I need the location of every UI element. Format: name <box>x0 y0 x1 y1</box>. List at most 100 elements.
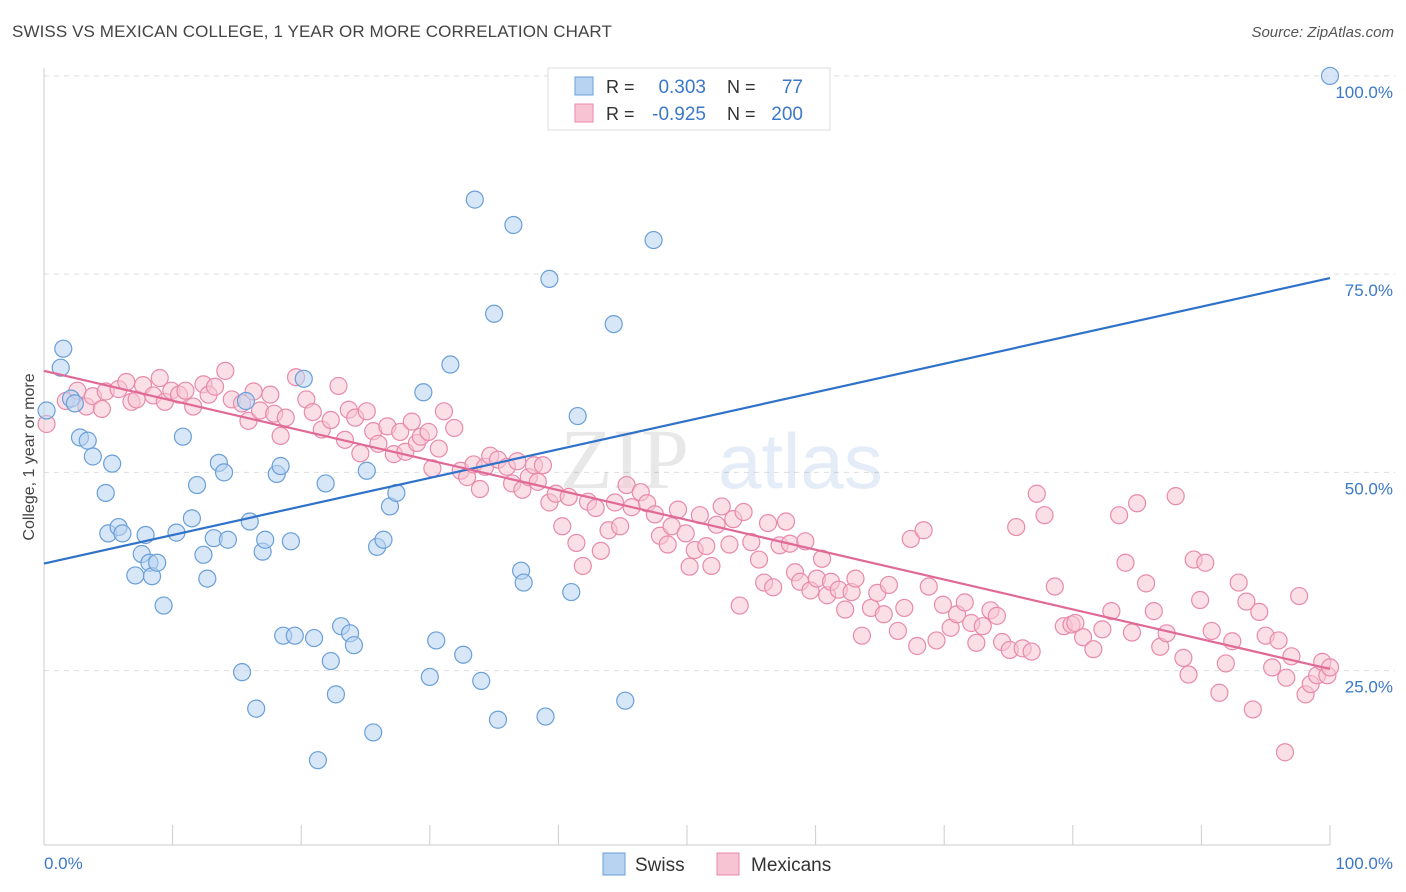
mexicans-point <box>1191 590 1210 610</box>
x-tick-label: 0.0% <box>44 854 83 873</box>
mexicans-point <box>1073 628 1093 647</box>
mexicans-point <box>1035 506 1054 525</box>
mexicans-point <box>1144 602 1163 621</box>
correlation-legend: R = 0.303 N = 77 R = -0.925 N = 200 <box>547 67 831 131</box>
legend-r-label-mexicans: R = <box>606 104 635 124</box>
swiss-point <box>65 394 84 413</box>
mexicans-point <box>914 521 933 540</box>
legend-n-label-swiss: N = <box>727 77 756 97</box>
mexicans-point <box>908 636 927 656</box>
mexicans-point <box>508 452 527 471</box>
mexicans-point <box>1174 648 1193 667</box>
swiss-point <box>326 685 346 704</box>
swiss-point <box>285 626 304 645</box>
swiss-point <box>247 699 266 718</box>
mexicans-point <box>303 403 322 422</box>
swiss-point <box>514 573 533 592</box>
swiss-point <box>504 215 523 235</box>
legend-n-label-mexicans: N = <box>727 104 756 124</box>
mexicans-point <box>1196 553 1215 572</box>
swiss-point <box>316 474 335 493</box>
x-tick-label: 100.0% <box>1335 854 1393 873</box>
swiss-point <box>126 566 145 585</box>
legend-swatch-mexicans <box>574 103 594 123</box>
mexicans-point <box>351 444 370 463</box>
mexicans-point <box>357 402 376 421</box>
mexicans-point <box>758 513 778 533</box>
swiss-point <box>321 651 340 671</box>
bottom-legend-label-mexicans: Mexicans <box>751 855 831 876</box>
mexicans-point <box>955 593 974 612</box>
mexicans-point <box>680 557 699 576</box>
mexicans-point <box>1066 613 1085 633</box>
mexicans-point <box>205 377 225 396</box>
mexicans-point <box>321 410 340 430</box>
y-tick-label: 100.0% <box>1335 83 1393 102</box>
bottom-legend-swatch-mexicans <box>716 852 740 876</box>
mexicans-point <box>927 631 946 650</box>
mexicans-point <box>749 550 769 569</box>
mexicans-point <box>419 422 438 442</box>
mexicans-point <box>1084 640 1103 659</box>
mexicans-point <box>271 426 290 445</box>
mexicans-point <box>852 626 871 645</box>
mexicans-point <box>402 412 421 431</box>
legend-r-value-swiss: 0.303 <box>658 77 706 98</box>
mexicans-point <box>879 575 899 595</box>
mexicans-point <box>1127 494 1147 513</box>
series-legend: Swiss Mexicans <box>602 852 831 876</box>
legend-r-value-mexicans: -0.925 <box>652 104 706 125</box>
mexicans-point <box>776 512 796 531</box>
mexicans-point <box>1022 642 1041 661</box>
swiss-point <box>281 532 301 551</box>
y-tick-label: 25.0% <box>1345 678 1393 697</box>
mexicans-point <box>216 361 235 380</box>
chart-title: SWISS VS MEXICAN COLLEGE, 1 YEAR OR MORE… <box>12 22 612 41</box>
mexicans-point <box>967 633 986 652</box>
mexicans-point <box>329 376 348 396</box>
swiss-point <box>214 463 234 482</box>
mexicans-point <box>1269 631 1288 650</box>
swiss-point <box>294 369 313 388</box>
mexicans-point <box>1277 668 1296 687</box>
mexicans-point <box>1166 487 1185 506</box>
mexicans-point <box>874 605 893 624</box>
swiss-point <box>420 667 439 687</box>
mexicans-point <box>567 533 586 553</box>
mexicans-point <box>1243 700 1262 719</box>
swiss-points <box>37 66 1340 770</box>
swiss-point <box>37 401 56 420</box>
y-axis-title: College, 1 year or more <box>21 373 38 540</box>
swiss-point <box>51 358 70 377</box>
swiss-point <box>441 355 460 374</box>
mexicans-point <box>1102 602 1121 621</box>
grid-lines <box>44 75 1395 672</box>
mexicans-point <box>1275 743 1295 762</box>
mexicans-point <box>973 617 992 636</box>
watermark-atlas: atlas <box>718 417 883 505</box>
mexicans-point <box>846 569 865 588</box>
legend-r-label-swiss: R = <box>606 77 635 97</box>
mexicans-point <box>1216 654 1235 673</box>
mexicans-point <box>676 524 695 543</box>
mexicans-point <box>1179 665 1198 684</box>
mexicans-point <box>591 541 610 560</box>
swiss-point <box>465 190 484 209</box>
mexicans-point <box>1290 586 1309 606</box>
mexicans-point <box>742 533 761 552</box>
swiss-point <box>357 461 376 480</box>
swiss-point <box>344 636 364 655</box>
mexicans-point <box>895 598 914 618</box>
mexicans-point <box>533 456 553 475</box>
swiss-point <box>644 230 663 250</box>
swiss-point <box>187 475 207 495</box>
mexicans-point <box>1237 592 1256 611</box>
legend-n-value-swiss: 77 <box>782 77 803 98</box>
mexicans-point <box>720 535 739 554</box>
swiss-point <box>540 269 559 288</box>
mexicans-point <box>261 385 280 404</box>
mexicans-point <box>702 556 721 576</box>
swiss-point <box>304 628 324 648</box>
mexicans-trend-line <box>43 369 1331 671</box>
